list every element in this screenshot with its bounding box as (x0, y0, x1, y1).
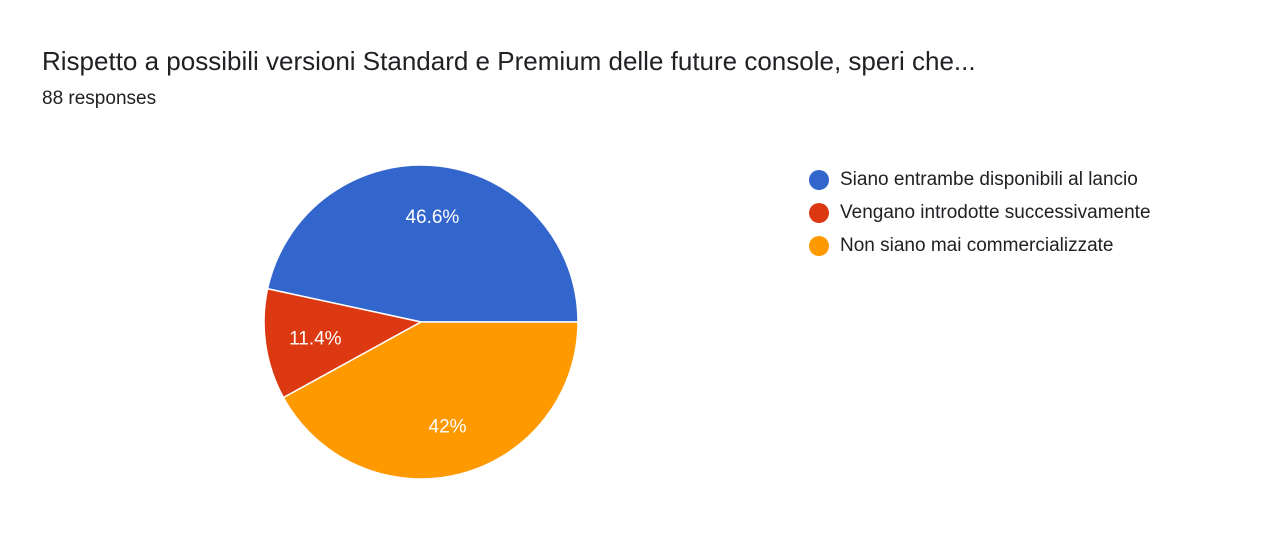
pie-slice-1[interactable] (266, 164, 579, 323)
pie-chart-svg: 46.6% 11.4% 42% (263, 164, 579, 480)
legend-item-1[interactable]: Siano entrambe disponibili al lancio (809, 163, 1151, 196)
legend-dot-icon (809, 202, 829, 223)
legend-label: Siano entrambe disponibili al lancio (840, 168, 1138, 190)
chart-legend: Siano entrambe disponibili al lancio Veng… (809, 163, 1151, 262)
pie-chart: 46.6% 11.4% 42% (240, 140, 600, 504)
pie-slice-label-1: 46.6% (405, 207, 459, 228)
pie-slice-3[interactable] (282, 321, 579, 480)
pie-slice-2[interactable] (263, 287, 424, 399)
legend-item-2[interactable]: Vengano introdotte successivamente (809, 196, 1151, 229)
question-title: Rispetto a possibili versioni Standard e… (42, 46, 976, 76)
response-count: 88 responses (42, 88, 157, 109)
legend-dot-icon (809, 235, 829, 256)
pie-slice-label-3: 42% (429, 416, 467, 437)
legend-dot-icon (809, 169, 829, 190)
legend-item-3[interactable]: Non siano mai commercializzate (809, 229, 1151, 262)
pie-slice-label-2: 11.4% (289, 328, 342, 349)
legend-label: Vengano introdotte successivamente (840, 201, 1151, 223)
legend-label: Non siano mai commercializzate (840, 234, 1114, 256)
